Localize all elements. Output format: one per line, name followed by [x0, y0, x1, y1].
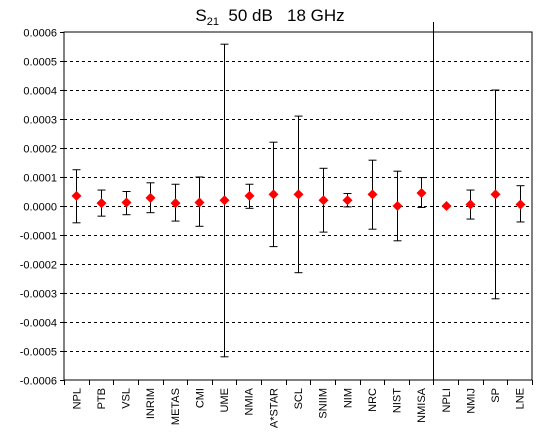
x-tick-label: INRIM — [145, 388, 157, 419]
y-tick-label: 0.0005 — [23, 57, 57, 69]
data-point — [219, 195, 230, 206]
data-point — [416, 187, 427, 198]
x-tick-label: A*STAR — [268, 388, 280, 428]
y-tick-label: -0.0004 — [20, 318, 57, 330]
data-point — [342, 195, 353, 206]
data-point — [71, 190, 82, 201]
data-point — [465, 199, 476, 210]
x-tick-label: UME — [219, 388, 231, 412]
chart-title: S21 50 dB 18 GHz — [195, 6, 344, 28]
y-tick-label: 0.0001 — [23, 173, 57, 185]
x-tick-label: NMISA — [416, 387, 428, 423]
y-tick-label: 0.0002 — [23, 144, 57, 156]
data-point — [194, 197, 205, 208]
y-tick-label: 0.0003 — [23, 115, 57, 127]
y-tick-label: 0.0006 — [23, 28, 57, 40]
data-point — [367, 189, 378, 200]
error-bars — [72, 43, 525, 358]
data-point — [244, 190, 255, 201]
x-tick-label: NPL — [71, 388, 83, 409]
data-point — [268, 189, 279, 200]
x-tick-label: SCL — [293, 388, 305, 409]
data-point — [515, 199, 526, 210]
x-tick-label: SNIIM — [318, 388, 330, 419]
data-points — [71, 187, 526, 211]
x-tick-label: PTB — [96, 388, 108, 409]
data-point — [145, 192, 156, 203]
data-point — [318, 195, 329, 206]
data-point — [96, 198, 107, 209]
data-point — [170, 198, 181, 209]
x-tick-label: NMIA — [244, 387, 256, 415]
y-tick-label: -0.0001 — [20, 231, 57, 243]
x-tick-label: METAS — [170, 388, 182, 425]
x-tick-label: NRC — [367, 388, 379, 412]
y-tick-label: -0.0003 — [20, 289, 57, 301]
y-tick-label: -0.0002 — [20, 260, 57, 272]
x-tick-label: NPLI — [441, 388, 453, 412]
y-tick-label: 0.0004 — [23, 86, 57, 98]
x-tick-label: CMI — [194, 388, 206, 408]
data-point — [121, 197, 132, 208]
data-point — [490, 189, 501, 200]
data-point — [441, 201, 452, 211]
data-point — [392, 201, 403, 211]
x-tick-label: NIM — [342, 388, 354, 408]
x-tick-label: VSL — [121, 388, 133, 409]
data-point — [293, 189, 304, 200]
x-tick-label: LNE — [515, 388, 527, 409]
y-axis: 0.0006 0.0005 0.0004 0.0003 0.0002 0.0001 0.00… — [20, 28, 64, 388]
y-tick-label: -0.0006 — [20, 376, 57, 388]
y-tick-label: 0.0000 — [23, 202, 57, 214]
x-tick-label: NIST — [392, 388, 404, 413]
x-axis: NPL PTB VSL INRIM METAS CMI UME NMIA A*STAR SCL SN… — [64, 380, 533, 428]
y-tick-label: -0.0005 — [20, 347, 57, 359]
x-tick-label: SP — [490, 388, 502, 403]
x-tick-label: NMIJ — [465, 388, 477, 414]
